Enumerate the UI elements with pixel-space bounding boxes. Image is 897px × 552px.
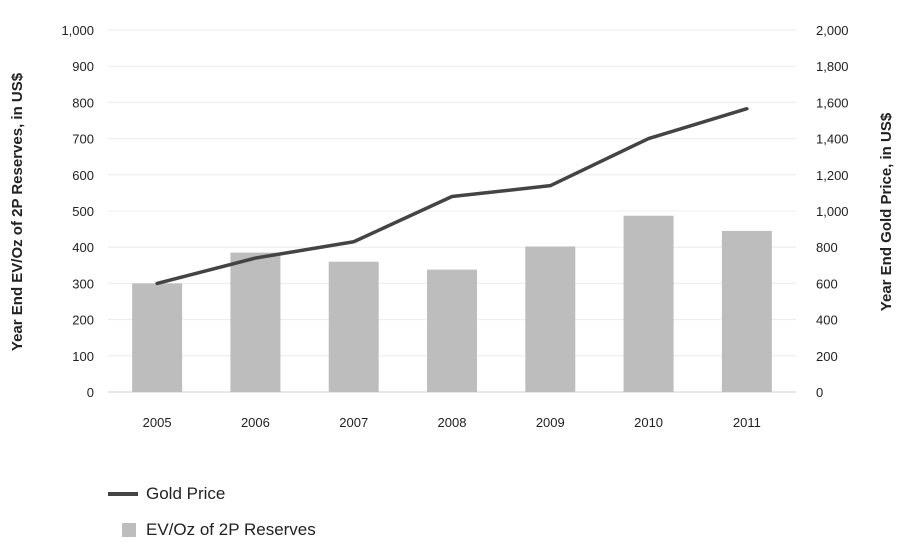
right-tick-label: 2,000: [816, 23, 849, 38]
left-tick-label: 900: [72, 59, 94, 74]
left-tick-label: 800: [72, 95, 94, 110]
left-tick-label: 400: [72, 240, 94, 255]
right-tick-label: 1,400: [816, 132, 849, 147]
right-tick-label: 1,800: [816, 59, 849, 74]
left-axis-title: Year End EV/Oz of 2P Reserves, in US$: [9, 72, 26, 351]
right-tick-label: 200: [816, 349, 838, 364]
right-tick-label: 1,200: [816, 168, 849, 183]
left-tick-label: 300: [72, 276, 94, 291]
gold-price-line: [155, 106, 749, 286]
combo-chart: 0 100 200 300 400 500 600 700 800 900 1,000 0 200 40…: [9, 23, 895, 430]
line-series: [155, 106, 749, 286]
right-axis-title: Year End Gold Price, in US$: [878, 112, 895, 311]
right-tick-label: 600: [816, 276, 838, 291]
left-tick-label: 100: [72, 349, 94, 364]
left-tick-label: 600: [72, 168, 94, 183]
left-tick-label: 500: [72, 204, 94, 219]
legend-label-ev-oz: EV/Oz of 2P Reserves: [146, 520, 316, 539]
right-axis-ticks: 0 200 400 600 800 1,000 1,200 1,400 1,600 1,800 2,…: [816, 23, 849, 400]
legend-item-gold-price: Gold Price: [108, 480, 316, 508]
right-tick-label: 400: [816, 313, 838, 328]
right-tick-label: 1,600: [816, 95, 849, 110]
bar-2006: [230, 252, 281, 392]
legend-line-swatch: [108, 492, 138, 496]
legend: Gold Price EV/Oz of 2P Reserves: [108, 480, 316, 552]
right-tick-label: 0: [816, 385, 823, 400]
legend-item-ev-oz: EV/Oz of 2P Reserves: [108, 516, 316, 544]
right-tick-label: 1,000: [816, 204, 849, 219]
left-tick-label: 200: [72, 313, 94, 328]
left-axis-ticks: 0 100 200 300 400 500 600 700 800 900 1,000: [61, 23, 94, 400]
legend-bar-swatch: [122, 523, 136, 537]
bar-2005: [132, 283, 183, 392]
legend-label-gold-price: Gold Price: [146, 484, 226, 503]
x-tick-label: 2007: [339, 415, 368, 430]
x-tick-label: 2008: [438, 415, 467, 430]
bar-2009: [525, 246, 576, 392]
gridlines: [108, 29, 796, 393]
x-axis-ticks: 2005 2006 2007 2008 2009 2010 2011: [143, 415, 761, 430]
x-tick-label: 2005: [143, 415, 172, 430]
bar-2007: [328, 261, 379, 392]
x-tick-label: 2009: [536, 415, 565, 430]
bar-2010: [623, 215, 674, 392]
left-tick-label: 1,000: [61, 23, 94, 38]
x-tick-label: 2011: [733, 415, 761, 430]
bar-2011: [721, 230, 772, 392]
x-tick-label: 2006: [241, 415, 270, 430]
bar-2008: [427, 269, 477, 392]
left-tick-label: 0: [87, 385, 94, 400]
x-tick-label: 2010: [634, 415, 663, 430]
right-tick-label: 800: [816, 240, 838, 255]
left-tick-label: 700: [72, 132, 94, 147]
bar-series: [132, 215, 772, 392]
